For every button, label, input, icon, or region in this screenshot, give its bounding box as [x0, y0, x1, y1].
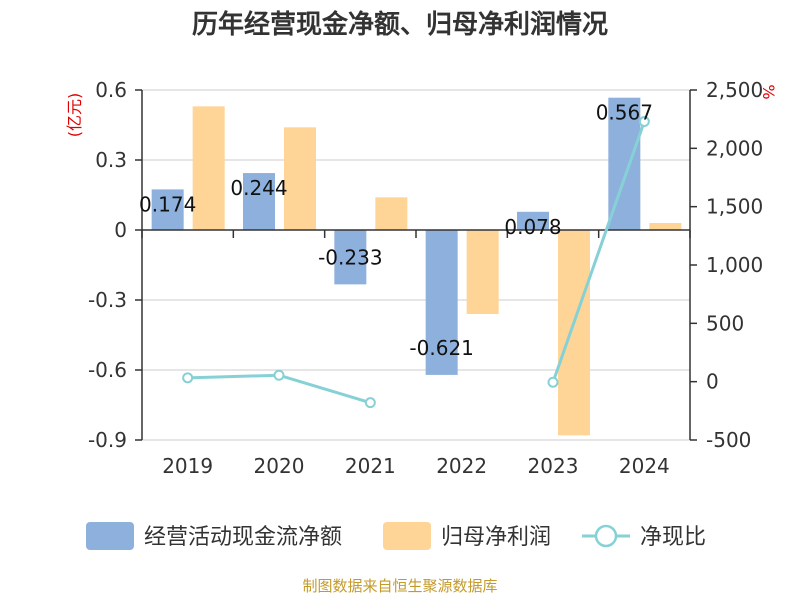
cashflow-data-label: 0.567 [596, 101, 653, 125]
cashflow-data-label: -0.233 [318, 245, 382, 269]
data-labels: 0.174 0.244 -0.233 -0.621 0.078 0.567 [139, 101, 653, 360]
cashflow-bar [517, 211, 549, 230]
ratio-point [547, 376, 559, 388]
net-profit-bar [192, 106, 225, 230]
net-profit-bar [375, 197, 408, 230]
tick-labels: 0.6 0.3 0 -0.3 -0.6 -0.9 2,500 2,000 1,500 1,000 5… [88, 78, 763, 478]
net-profit-bar [466, 230, 499, 314]
net-profit-bar [284, 127, 316, 230]
category-label: 2021 [345, 454, 396, 478]
cashflow-data-label: 0.174 [139, 192, 196, 216]
category-label: 2019 [162, 454, 213, 478]
right-tick-label: 2,000 [706, 136, 763, 160]
right-tick-label: 2,500 [706, 78, 763, 102]
source-note: 制图数据来自恒生聚源数据库 [302, 577, 497, 595]
cashflow-data-label: -0.621 [409, 336, 473, 360]
right-tick-label: 1,000 [706, 253, 763, 277]
legend-swatch [86, 522, 134, 550]
right-tick-label: 500 [706, 311, 744, 335]
ratio-line [182, 116, 650, 409]
left-tick-label: 0 [114, 218, 127, 242]
legend-marker [594, 524, 618, 548]
ratio-point [273, 369, 285, 381]
legend-label: 归母净利润 [441, 525, 551, 550]
legend-label: 净现比 [640, 525, 706, 550]
cashflow-data-label: 0.244 [230, 176, 287, 200]
cashflow-bar [151, 189, 184, 230]
ratio-line-segment [551, 121, 646, 383]
ratio-point [638, 116, 650, 127]
category-label: 2024 [619, 454, 670, 478]
ratio-point [182, 372, 194, 384]
cashflow-bar [334, 230, 367, 285]
left-tick-label: 0.6 [95, 78, 127, 102]
legend-swatch [383, 522, 431, 550]
axes [135, 89, 697, 441]
left-tick-label: -0.6 [88, 358, 127, 382]
right-axis-unit: % [759, 84, 778, 99]
legend: 经营活动现金流净额 归母净利润 净现比 [86, 522, 706, 550]
bars [151, 97, 682, 436]
legend-label: 经营活动现金流净额 [144, 525, 342, 550]
net-profit-bar [558, 230, 590, 436]
net-profit-bar [649, 223, 682, 230]
right-tick-label: -500 [706, 428, 751, 452]
cashflow-data-label: 0.078 [504, 215, 561, 239]
ratio-point [364, 397, 376, 409]
chart-title: 历年经营现金净额、归母净利润情况 [192, 9, 608, 40]
left-tick-label: -0.9 [88, 428, 127, 452]
category-label: 2023 [528, 454, 579, 478]
left-tick-label: 0.3 [95, 148, 127, 172]
category-label: 2020 [254, 454, 305, 478]
cashflow-bar [243, 173, 275, 230]
right-tick-label: 1,500 [706, 195, 763, 219]
right-tick-label: 0 [706, 370, 719, 394]
category-label: 2022 [436, 454, 487, 478]
left-axis-unit: (亿元) [65, 93, 84, 138]
left-tick-label: -0.3 [88, 288, 127, 312]
cashflow-bar [425, 230, 458, 375]
